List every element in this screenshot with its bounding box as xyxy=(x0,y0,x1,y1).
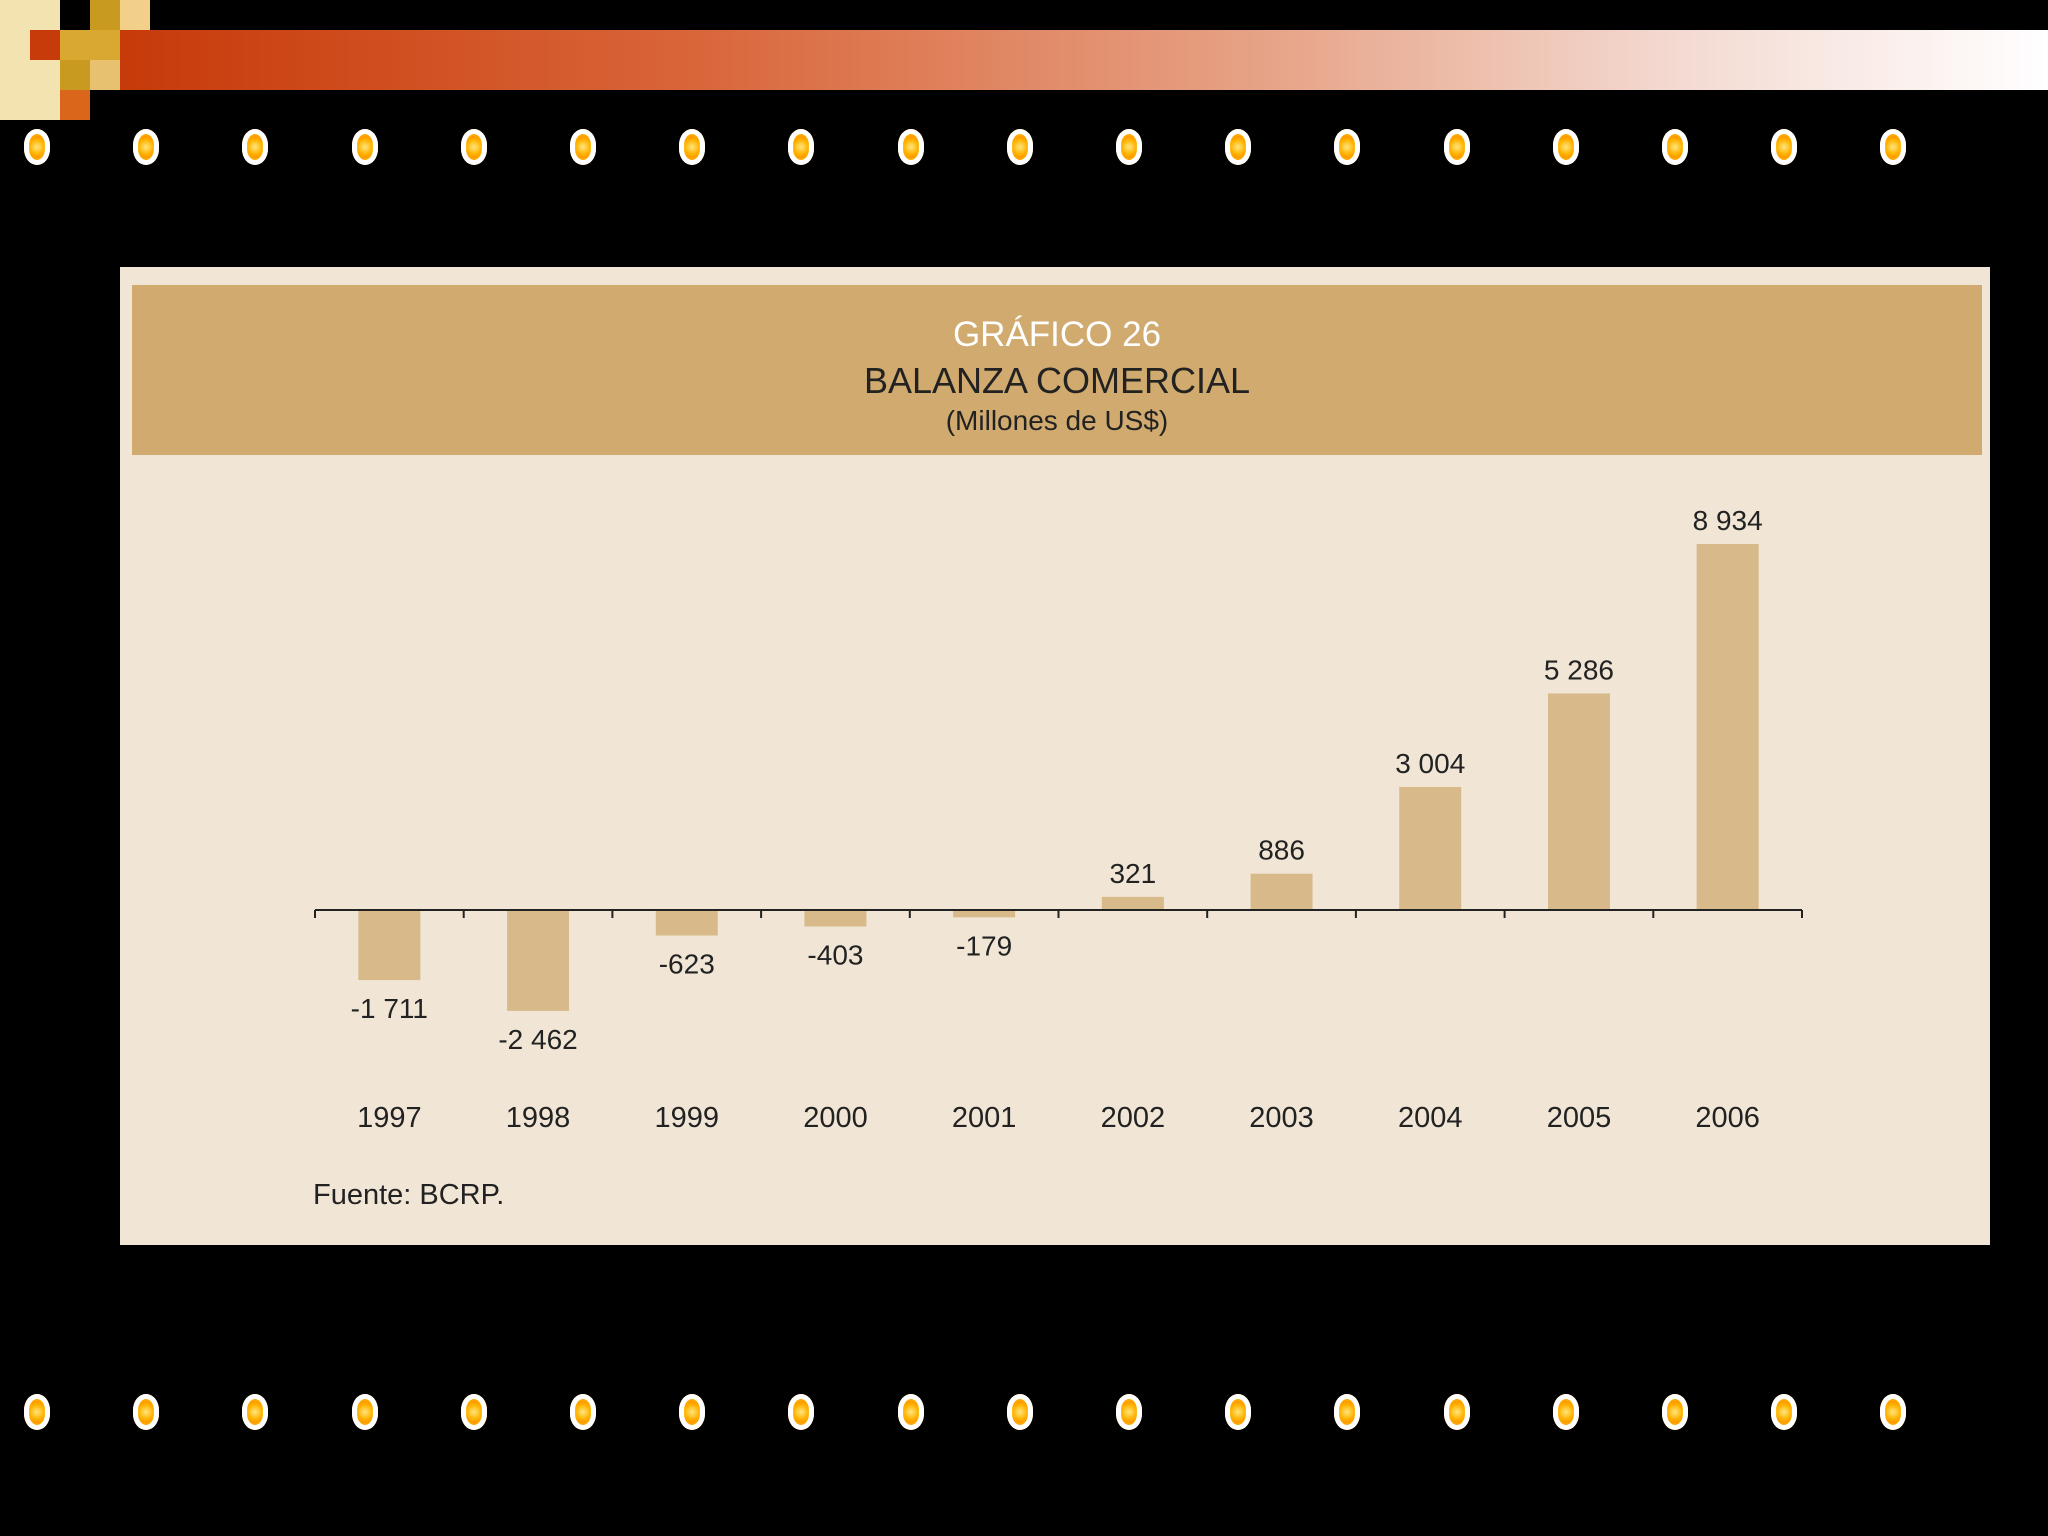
decorative-dot xyxy=(460,129,487,165)
x-tick-label: 2004 xyxy=(1398,1102,1463,1134)
mosaic-square xyxy=(60,30,120,60)
decorative-dot xyxy=(460,1394,487,1430)
decorative-dot xyxy=(1006,129,1033,165)
chart-title: BALANZA COMERCIAL xyxy=(863,360,1251,401)
bar xyxy=(1250,873,1313,910)
data-label: -403 xyxy=(807,940,863,971)
x-tick-label: 2000 xyxy=(803,1102,868,1134)
data-label: 321 xyxy=(1109,858,1156,889)
top-banner xyxy=(0,0,2048,130)
decorative-dot xyxy=(133,1394,160,1430)
x-tick-label: 1999 xyxy=(654,1102,719,1134)
decorative-dot xyxy=(1662,1394,1688,1430)
decorative-dot xyxy=(1880,129,1907,165)
decorative-dot xyxy=(1443,1394,1470,1430)
decorative-dot xyxy=(1334,129,1361,165)
data-label: -179 xyxy=(956,930,1012,961)
data-label: 5 286 xyxy=(1544,654,1614,685)
bar xyxy=(358,910,421,981)
mosaic-square xyxy=(90,0,120,30)
decorative-dot xyxy=(1116,1394,1142,1430)
decorative-dot xyxy=(788,129,815,165)
chart-number: GRÁFICO 26 xyxy=(952,315,1162,354)
decorative-dot xyxy=(133,129,160,165)
bar xyxy=(1101,896,1164,910)
decorative-dot xyxy=(242,1394,269,1430)
data-label: -623 xyxy=(659,949,715,980)
bar-chart: -1 711 1997 -2 462 1998 -623 1999 -403 2000 -179… xyxy=(314,505,1803,1134)
decorative-dot xyxy=(1552,129,1579,165)
decorative-dot xyxy=(1771,1394,1798,1430)
decorative-dot xyxy=(1662,129,1688,165)
decorative-dot xyxy=(1443,129,1470,165)
decorative-dot xyxy=(679,1394,706,1430)
source-note: Fuente: BCRP. xyxy=(313,1179,505,1211)
decorative-dot xyxy=(1552,1394,1579,1430)
bar xyxy=(1696,544,1759,910)
decorative-dot xyxy=(1225,1394,1252,1430)
x-tick-label: 1997 xyxy=(357,1102,422,1134)
chart-subtitle: (Millones de US$) xyxy=(945,405,1169,436)
bar xyxy=(804,910,867,927)
x-tick-label: 1998 xyxy=(506,1102,571,1134)
decorative-dot xyxy=(24,129,50,165)
mosaic-square xyxy=(0,0,60,120)
decorative-dot xyxy=(1334,1394,1361,1430)
bar xyxy=(507,910,570,1011)
decorative-dot xyxy=(788,1394,815,1430)
chart-header: GRÁFICO 26 BALANZA COMERCIAL (Millones d… xyxy=(132,285,1982,455)
decorative-dot xyxy=(351,1394,378,1430)
gradient-bar xyxy=(120,30,2048,90)
decorative-dot xyxy=(897,1394,924,1430)
decorative-dot xyxy=(242,129,269,165)
data-label: 8 934 xyxy=(1693,505,1763,536)
bar xyxy=(1399,786,1462,910)
x-tick-label: 2003 xyxy=(1249,1102,1314,1134)
decorative-dots-top xyxy=(0,125,2048,175)
x-tick-label: 2005 xyxy=(1547,1102,1612,1134)
x-tick-label: 2002 xyxy=(1101,1102,1166,1134)
x-tick-label: 2001 xyxy=(952,1102,1017,1134)
decorative-dot xyxy=(897,129,924,165)
mosaic-square xyxy=(60,90,90,120)
mosaic-square xyxy=(60,60,90,90)
decorative-dot xyxy=(351,129,378,165)
x-tick-label: 2006 xyxy=(1695,1102,1760,1134)
mosaic-square xyxy=(120,0,150,30)
mosaic-square xyxy=(30,30,60,60)
decorative-dot xyxy=(1771,129,1798,165)
decorative-dots-bottom xyxy=(0,1390,2048,1440)
decorative-dot xyxy=(24,1394,50,1430)
decorative-dot xyxy=(570,129,596,165)
decorative-dot xyxy=(1880,1394,1907,1430)
bar xyxy=(1547,693,1610,910)
decorative-dot xyxy=(570,1394,596,1430)
chart-panel: GRÁFICO 26 BALANZA COMERCIAL (Millones d… xyxy=(120,267,1990,1245)
bar xyxy=(655,910,718,936)
mosaic-square xyxy=(90,60,120,90)
data-label: -1 711 xyxy=(351,993,428,1024)
decorative-dot xyxy=(1006,1394,1033,1430)
decorative-dot xyxy=(1116,129,1142,165)
data-label: 3 004 xyxy=(1395,748,1465,779)
decorative-dot xyxy=(1225,129,1252,165)
data-label: 886 xyxy=(1258,835,1305,866)
data-label: -2 462 xyxy=(498,1024,577,1055)
bar xyxy=(953,910,1016,918)
decorative-dot xyxy=(679,129,706,165)
